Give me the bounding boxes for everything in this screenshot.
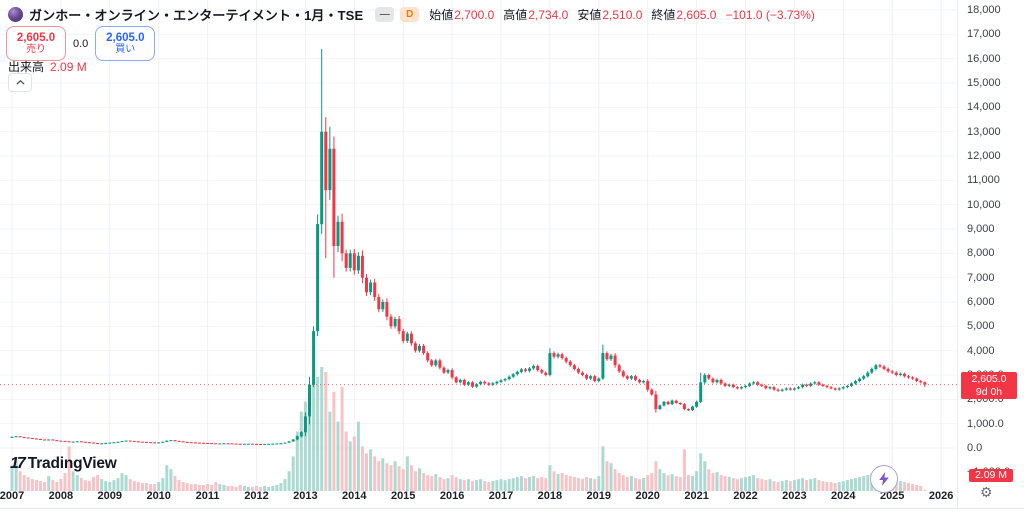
change-value: −101.0 (−3.73%) [725, 7, 815, 22]
trade-panel: 2,605.0 売り 0.0 2,605.0 買い [6, 26, 156, 61]
volume-axis-badge: 2.09 M [969, 469, 1013, 482]
low-value: 2,510.0 [602, 8, 643, 22]
tradingview-logo-icon: 17 [10, 455, 26, 472]
time-axis-tick: 2025 [879, 490, 905, 502]
time-axis-tick: 2024 [831, 490, 856, 502]
price-axis-tick: 10,000 [967, 198, 1001, 211]
price-axis-tick: 13,000 [967, 125, 1001, 138]
time-axis-tick: 2009 [97, 490, 123, 502]
time-axis-tick: 2010 [146, 490, 171, 502]
buy-price: 2,605.0 [106, 31, 145, 44]
time-axis-tick: 2007 [0, 490, 25, 502]
time-axis[interactable]: 2007 2008 2009 2010 2011 2012 2013 2014 2015 2016… [0, 488, 957, 508]
time-axis-tick: 2015 [390, 490, 416, 502]
sell-label: 売り [26, 44, 46, 56]
price-axis-tick: 4,000 [967, 344, 995, 357]
tradingview-logo-text: TradingView [27, 455, 117, 472]
time-axis-tick: 2012 [244, 490, 269, 502]
time-axis-tick: 2022 [733, 490, 758, 502]
bottom-divider [0, 508, 1024, 509]
settings-gear-icon[interactable]: ⚙ [980, 484, 993, 500]
price-axis-tick: 1,000.0 [967, 417, 1004, 430]
price-axis-tick: 8,000 [967, 247, 995, 260]
chart-header: ガンホー・オンライン・エンターテイメント・1月・TSE — D 始値2,700.… [8, 5, 815, 24]
close-label: 終値 [651, 8, 676, 22]
price-axis-tick: 17,000 [967, 28, 1001, 41]
low-label: 安値 [577, 8, 602, 22]
price-axis-tick: 14,000 [967, 101, 1001, 114]
spread-value: 0.0 [73, 37, 89, 50]
time-axis-tick: 2023 [782, 490, 807, 502]
open-label: 始値 [429, 8, 454, 22]
time-axis-tick: 2016 [439, 490, 465, 502]
close-value: 2,605.0 [676, 8, 717, 22]
time-axis-tick: 2011 [195, 490, 220, 502]
price-axis-tick: 5,000 [967, 320, 995, 333]
price-axis-tick: 11,000 [967, 174, 1000, 187]
buy-label: 買い [115, 44, 136, 56]
chevron-up-icon [15, 80, 25, 85]
last-price-value: 2,605.0 [971, 373, 1007, 385]
price-axis-tick: 18,000 [967, 4, 1001, 16]
price-axis-tick: 7,000 [967, 271, 995, 284]
price-axis-tick: 12,000 [967, 150, 1001, 162]
time-axis-tick: 2026 [928, 490, 954, 502]
price-axis-tick: 6,000 [967, 296, 995, 308]
interval-badge[interactable]: D [400, 7, 420, 22]
time-axis-tick: 2019 [586, 490, 612, 502]
time-axis-tick: 2020 [635, 490, 660, 502]
tradingview-logo[interactable]: 17 TradingView [10, 455, 117, 473]
time-axis-tick: 2017 [488, 490, 514, 502]
ohlc-readout: 始値2,700.0 高値2,734.0 安値2,510.0 終値2,605.0 … [429, 6, 815, 23]
sell-button[interactable]: 2,605.0 売り [6, 26, 66, 61]
lightning-icon [879, 472, 889, 486]
volume-value: 2.09 M [50, 59, 87, 74]
high-label: 高値 [503, 8, 528, 22]
last-price-axis-badge: 2,605.0 9d 0h [961, 372, 1017, 399]
time-axis-tick: 2021 [684, 490, 709, 502]
time-axis-tick: 2008 [48, 490, 74, 502]
price-axis-tick: 15,000 [967, 77, 1001, 89]
price-chart-canvas[interactable] [0, 0, 957, 508]
time-axis-tick: 2013 [293, 490, 318, 502]
price-axis[interactable]: 2,605.0 9d 0h 2.09 M ⚙ 18,000 17,000 16,00… [957, 0, 1024, 508]
open-value: 2,700.0 [454, 8, 495, 22]
volume-legend: 出来高 2.09 M [8, 58, 87, 75]
symbol-title[interactable]: ガンホー・オンライン・エンターテイメント・1月・TSE [29, 8, 364, 23]
volume-label: 出来高 [8, 60, 45, 74]
time-axis-tick: 2018 [537, 490, 563, 502]
price-axis-tick: 9,000 [967, 223, 995, 235]
high-value: 2,734.0 [528, 8, 569, 22]
sell-price: 2,605.0 [16, 31, 56, 44]
price-axis-tick: 16,000 [967, 52, 1001, 65]
collapse-legend-button[interactable] [8, 73, 32, 92]
symbol-logo-icon [8, 7, 23, 22]
buy-button[interactable]: 2,605.0 買い [95, 26, 156, 61]
time-axis-tick: 2014 [342, 490, 367, 502]
bar-countdown: 9d 0h [975, 385, 1003, 398]
boost-button[interactable] [870, 465, 898, 493]
price-axis-tick: 0.0 [967, 442, 983, 454]
collapsed-toolbar-icon[interactable]: — [375, 7, 395, 22]
